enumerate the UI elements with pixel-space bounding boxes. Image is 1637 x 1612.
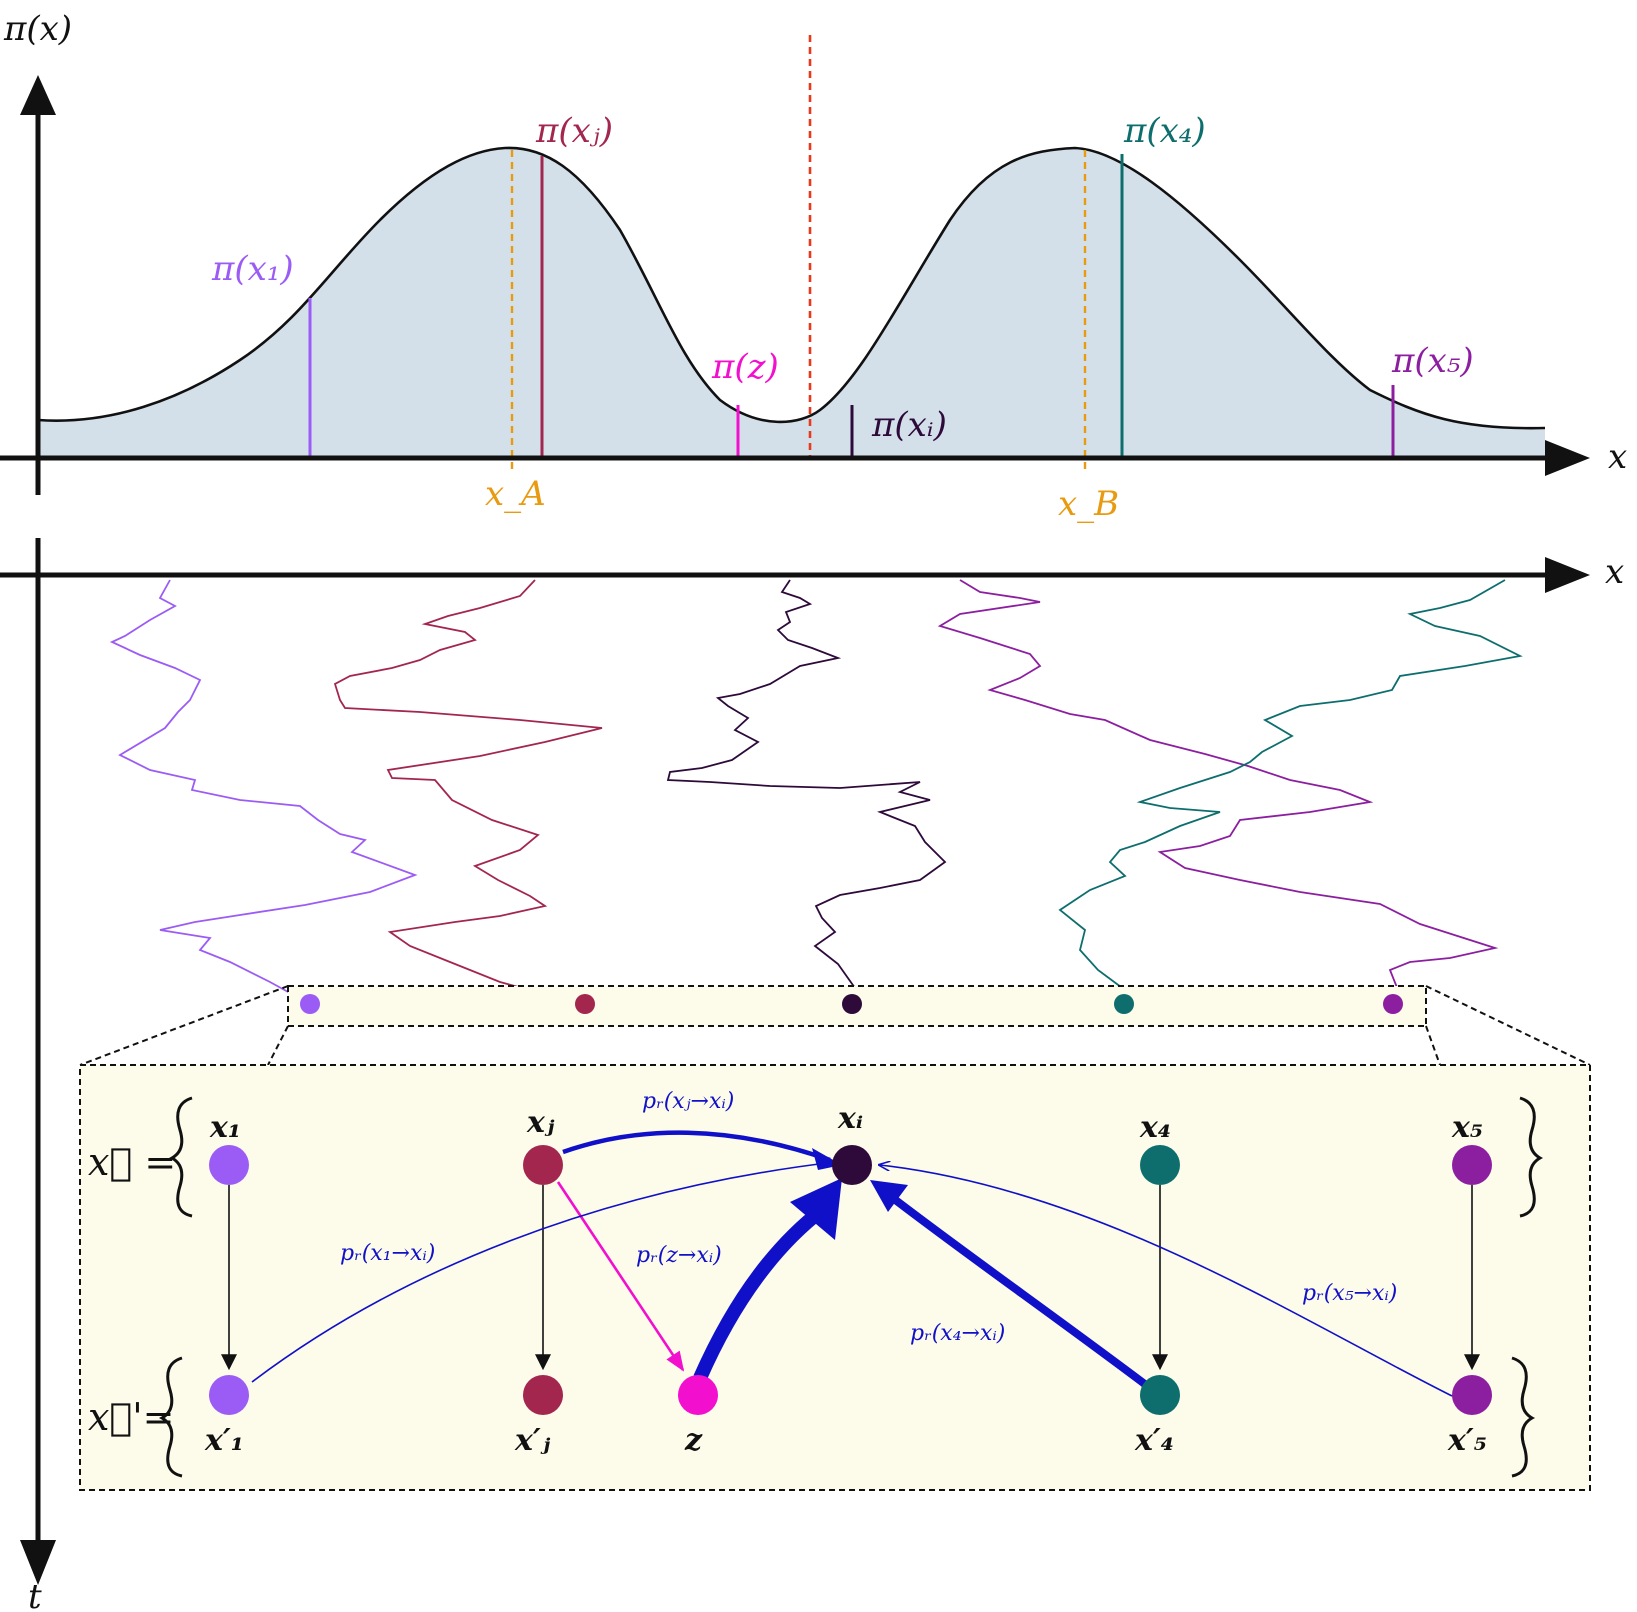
trajectory-plot: x t	[0, 538, 1624, 1612]
arrow-xj-to-z	[556, 1181, 685, 1372]
node-x5	[1452, 1145, 1492, 1185]
edge-label-x5: pᵣ(x₅→xᵢ)	[1302, 1281, 1397, 1306]
zoom-connector-right	[1425, 985, 1591, 1066]
strip-dot-x4	[1114, 994, 1134, 1014]
top-x-label: x	[1608, 437, 1627, 477]
label-xj-prime: x′ⱼ	[514, 1423, 551, 1458]
pi-x4-label: π(x₄)	[1123, 111, 1206, 151]
node-xj-prime	[523, 1375, 563, 1415]
node-x4	[1140, 1145, 1180, 1185]
strip-dot-xj	[575, 994, 595, 1014]
edge-x1-xi	[251, 1162, 835, 1383]
label-x4: x₄	[1139, 1110, 1171, 1145]
mode-b-label: x_B	[1058, 484, 1119, 524]
strip-dot-xi	[842, 994, 862, 1014]
label-x5: x₅	[1451, 1110, 1483, 1145]
trajectory-x5	[937, 579, 1499, 1005]
density-curve	[37, 146, 1546, 430]
pi-xi-label: π(xᵢ)	[871, 405, 947, 445]
density-fill	[38, 147, 1545, 458]
edge-label-xj: pᵣ(xⱼ→xᵢ)	[642, 1089, 734, 1114]
edge-x4-xi-head	[870, 1180, 908, 1212]
top-y-arrowhead	[20, 75, 56, 115]
edge-label-z: pᵣ(z→xᵢ)	[636, 1243, 722, 1268]
label-x1-prime: x′₁	[204, 1423, 244, 1458]
zoom-connector-left	[79, 985, 289, 1066]
left-brace-top	[168, 1096, 193, 1218]
bottom-x-label: x	[1605, 552, 1624, 592]
left-brace-bottom	[158, 1356, 183, 1478]
zoom-connector-right-b	[1425, 1025, 1441, 1066]
node-x5-prime	[1452, 1375, 1492, 1415]
trajectory-xj	[333, 579, 603, 1005]
strip-dot-x1	[300, 994, 320, 1014]
edge-z-xi-head	[790, 1178, 842, 1240]
edge-x4-xi	[882, 1188, 1153, 1392]
strip-dot-x5	[1383, 994, 1403, 1014]
label-x1: x₁	[209, 1110, 241, 1145]
bottom-x-arrowhead	[1545, 557, 1590, 593]
node-x4-prime	[1140, 1375, 1180, 1415]
node-xj	[523, 1145, 563, 1185]
trajectory-x1	[109, 579, 418, 1005]
edge-x5-xi	[880, 1165, 1453, 1397]
label-xi: xᵢ	[837, 1101, 863, 1136]
top-x-arrowhead	[1545, 440, 1590, 476]
node-x1-prime	[209, 1375, 249, 1415]
edge-z-xi	[693, 1204, 827, 1381]
node-xi	[832, 1145, 872, 1185]
t-label: t	[28, 1577, 42, 1612]
zoom-connector-left-b	[267, 1025, 289, 1066]
trajectory-xi	[666, 579, 947, 1005]
top-y-label: π(x)	[3, 9, 72, 49]
pi-x5-label: π(x₅)	[1391, 341, 1474, 381]
pi-z-label: π(z)	[711, 347, 779, 387]
pi-x1-label: π(x₁)	[211, 249, 294, 289]
label-x4-prime: x′₄	[1134, 1423, 1174, 1458]
edge-xj-xi	[562, 1130, 831, 1163]
pi-xj-label: π(xⱼ)	[535, 111, 613, 151]
t-arrowhead	[20, 1540, 56, 1585]
label-x5-prime: x′₅	[1447, 1423, 1487, 1458]
edge-label-x1: pᵣ(x₁→xᵢ)	[340, 1241, 435, 1266]
vec-xprime-label: x⃗'=	[88, 1395, 175, 1439]
mode-a-label: x_A	[485, 474, 546, 514]
label-xj: xⱼ	[526, 1105, 555, 1140]
vec-x-label: x⃗ =	[88, 1140, 176, 1184]
move-graph-panel: x⃗ = x⃗'= x₁ xⱼ	[79, 1064, 1591, 1491]
node-z	[678, 1375, 718, 1415]
label-z: z	[684, 1423, 703, 1458]
density-plot: π(x) x π(x₁) π(xⱼ) π(z) π(xᵢ) π(x₄) π(x₅…	[0, 9, 1627, 524]
trajectory-x4	[1058, 579, 1523, 1004]
node-x1	[209, 1145, 249, 1185]
edge-label-x4: pᵣ(x₄→xᵢ)	[910, 1321, 1005, 1346]
right-brace-bottom	[1511, 1356, 1536, 1478]
panel-box	[79, 1064, 1591, 1491]
right-brace-top	[1519, 1096, 1544, 1218]
